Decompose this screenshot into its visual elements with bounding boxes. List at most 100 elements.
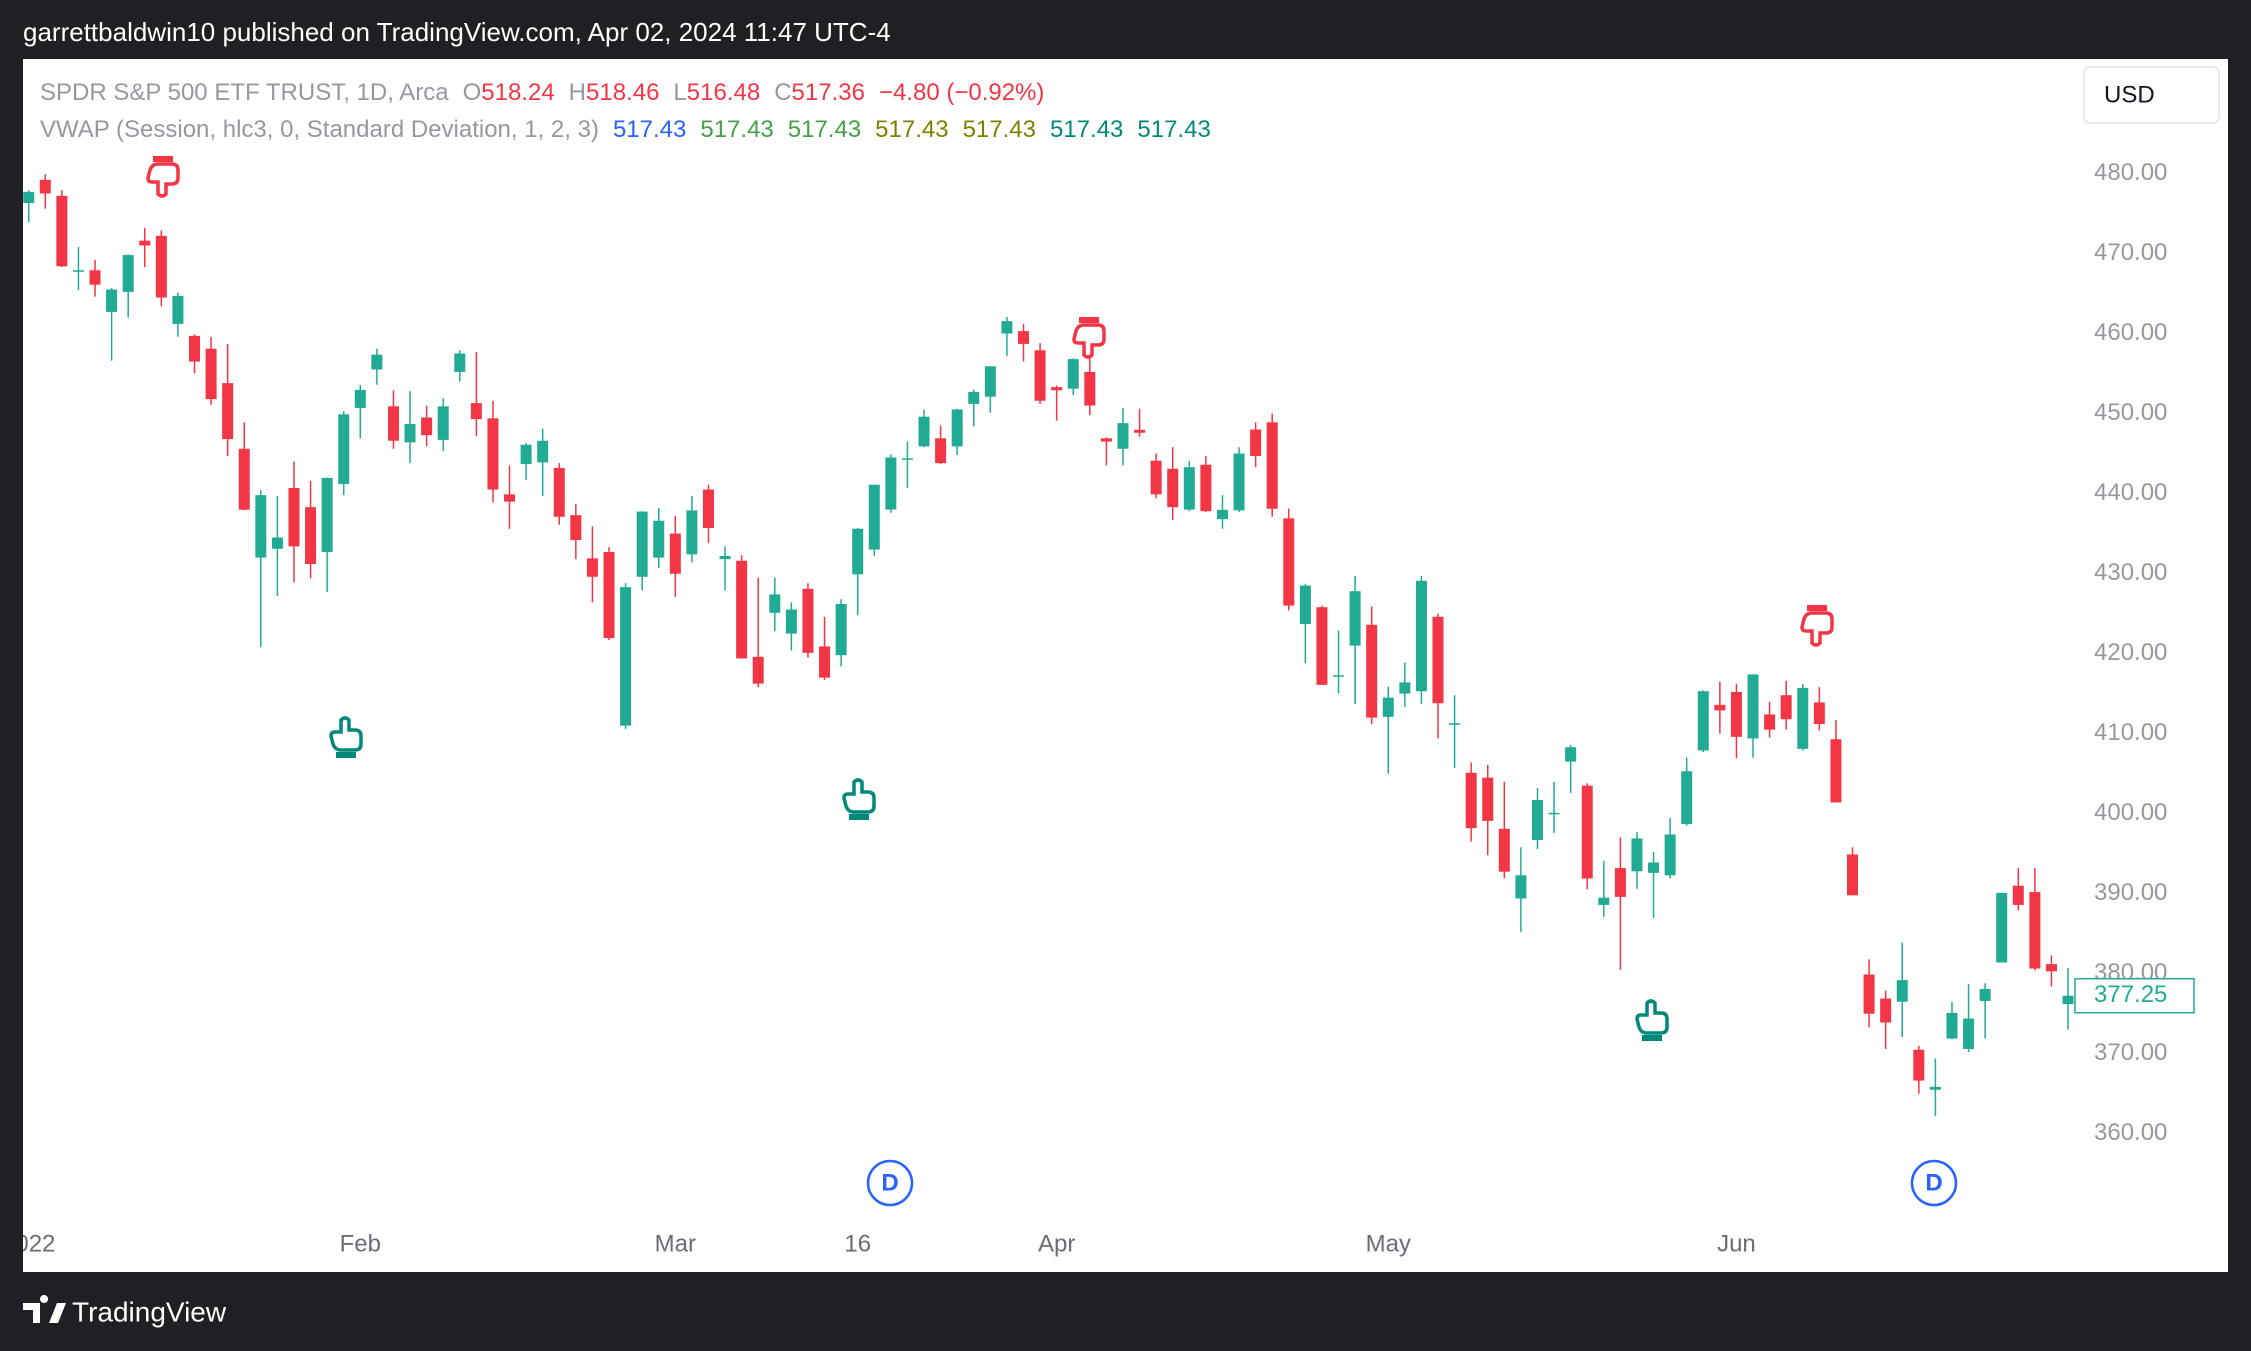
candle-body <box>1100 438 1112 442</box>
candle-body <box>288 487 300 547</box>
candle-body <box>454 353 466 372</box>
candle-body <box>918 416 930 447</box>
dividend-label[interactable]: D <box>881 1169 898 1196</box>
candle-body <box>1498 828 1510 872</box>
candle-body <box>1565 747 1577 762</box>
hand-cuff <box>1807 605 1827 611</box>
indicator-value: 517.43 <box>788 116 861 143</box>
candle-body <box>1399 682 1411 694</box>
sell-signal-icon <box>1800 605 1834 647</box>
legend-line: SPDR S&P 500 ETF TRUST, 1D, Arca O518.24 H… <box>40 79 1044 106</box>
candle-body <box>736 560 748 659</box>
y-tick-label: 450.00 <box>2094 399 2167 426</box>
footer-logo <box>23 1295 66 1323</box>
publisher: garrettbaldwin10 published on TradingVie… <box>23 17 891 47</box>
x-tick-label: Feb <box>340 1230 381 1257</box>
candle-body <box>1283 518 1295 606</box>
y-tick-label: 460.00 <box>2094 319 2167 346</box>
hand-cuff <box>1642 1035 1662 1041</box>
candle-body <box>636 511 648 577</box>
candle-body <box>1880 998 1892 1023</box>
candle-body <box>951 409 963 447</box>
candle-body <box>570 515 582 540</box>
sell-signal-icon <box>146 156 180 198</box>
y-tick-label: 390.00 <box>2094 879 2167 906</box>
candle-body <box>1200 464 1212 512</box>
legend-line: VWAP (Session, hlc3, 0, Standard Deviati… <box>40 116 1211 143</box>
candle-body <box>1299 585 1311 624</box>
buy-signal-icon <box>1635 999 1669 1041</box>
x-axis: 2022 Feb Mar 16 Apr May Jun <box>2 1230 1756 1257</box>
candle-body <box>1896 980 1908 1002</box>
candle-body <box>1813 702 1825 725</box>
x-tick-label: Apr <box>1038 1230 1075 1257</box>
candle-body <box>1415 580 1427 692</box>
candle-body <box>852 528 864 575</box>
candle-body <box>321 477 333 552</box>
dividend-badge[interactable] <box>1910 1159 1958 1207</box>
candle-body <box>1018 331 1029 344</box>
candle-body <box>1631 838 1643 872</box>
candle-body <box>1797 688 1809 749</box>
legend-symbol: SPDR S&P 500 ETF TRUST, 1D, Arca <box>40 79 449 106</box>
candle-body <box>1548 812 1560 815</box>
candle-body <box>1664 834 1676 876</box>
candle-body <box>487 418 499 490</box>
y-tick-label: 400.00 <box>2094 799 2167 826</box>
candle-body <box>1001 321 1013 334</box>
chart-panel <box>23 59 2228 1272</box>
candle-body <box>885 457 897 510</box>
candle-body <box>2062 995 2074 1005</box>
candle-body <box>56 195 68 267</box>
buy-signal-icon <box>842 778 876 820</box>
candle-body <box>255 495 267 558</box>
candle-body <box>1648 862 1660 873</box>
candle-body <box>1034 350 1046 401</box>
candle-body <box>1316 607 1328 685</box>
candle-body <box>338 414 350 484</box>
candle-body <box>371 354 383 370</box>
x-tick-label: 2022 <box>2 1230 55 1257</box>
candle-body <box>802 588 814 653</box>
legend-field-value: 516.48 <box>687 79 760 106</box>
candle-body <box>172 295 184 324</box>
candle-body <box>205 348 217 400</box>
candle-body <box>222 383 234 440</box>
candle-body <box>935 438 947 464</box>
candle-body <box>155 235 167 298</box>
currency[interactable]: USD <box>2104 81 2155 108</box>
hand-shape <box>842 778 876 814</box>
legend-field-value: 518.24 <box>481 79 554 106</box>
candle-body <box>1614 868 1626 897</box>
candle-body <box>901 458 913 460</box>
indicator-value: 517.43 <box>700 116 773 143</box>
dividend-label[interactable]: D <box>1925 1169 1942 1196</box>
x-tick-label: May <box>1366 1230 1411 1257</box>
candle-body <box>1730 692 1742 737</box>
candle-body <box>603 551 615 639</box>
candle-body <box>437 406 449 440</box>
hand-shape <box>1072 323 1106 359</box>
hand-cuff <box>1079 317 1099 323</box>
y-tick-label: 370.00 <box>2094 1039 2167 1066</box>
indicator-value: 517.43 <box>963 116 1036 143</box>
x-tick-label: Mar <box>655 1230 696 1257</box>
candle-body <box>1863 974 1875 1014</box>
candle-body <box>1979 988 1991 1001</box>
currency-button[interactable] <box>2083 66 2220 124</box>
x-tick-label: Jun <box>1717 1230 1756 1257</box>
candle-body <box>653 520 665 558</box>
candle-body <box>1963 1018 1975 1049</box>
legend-field-label: O <box>463 79 482 106</box>
hand-shape <box>1800 611 1834 647</box>
candle-body <box>1780 695 1792 720</box>
candle-body <box>23 191 35 204</box>
candle-body <box>1333 675 1345 677</box>
candle-body <box>1084 371 1096 406</box>
indicator-value: 517.43 <box>1137 116 1210 143</box>
candle-body <box>586 558 598 577</box>
dividend-badge[interactable] <box>866 1159 914 1207</box>
candle-body <box>1697 691 1709 751</box>
axes: 480.00 470.00 460.00 450.00 440.00 430.00 420.… <box>2074 159 2195 1146</box>
candle-body <box>1714 704 1726 711</box>
